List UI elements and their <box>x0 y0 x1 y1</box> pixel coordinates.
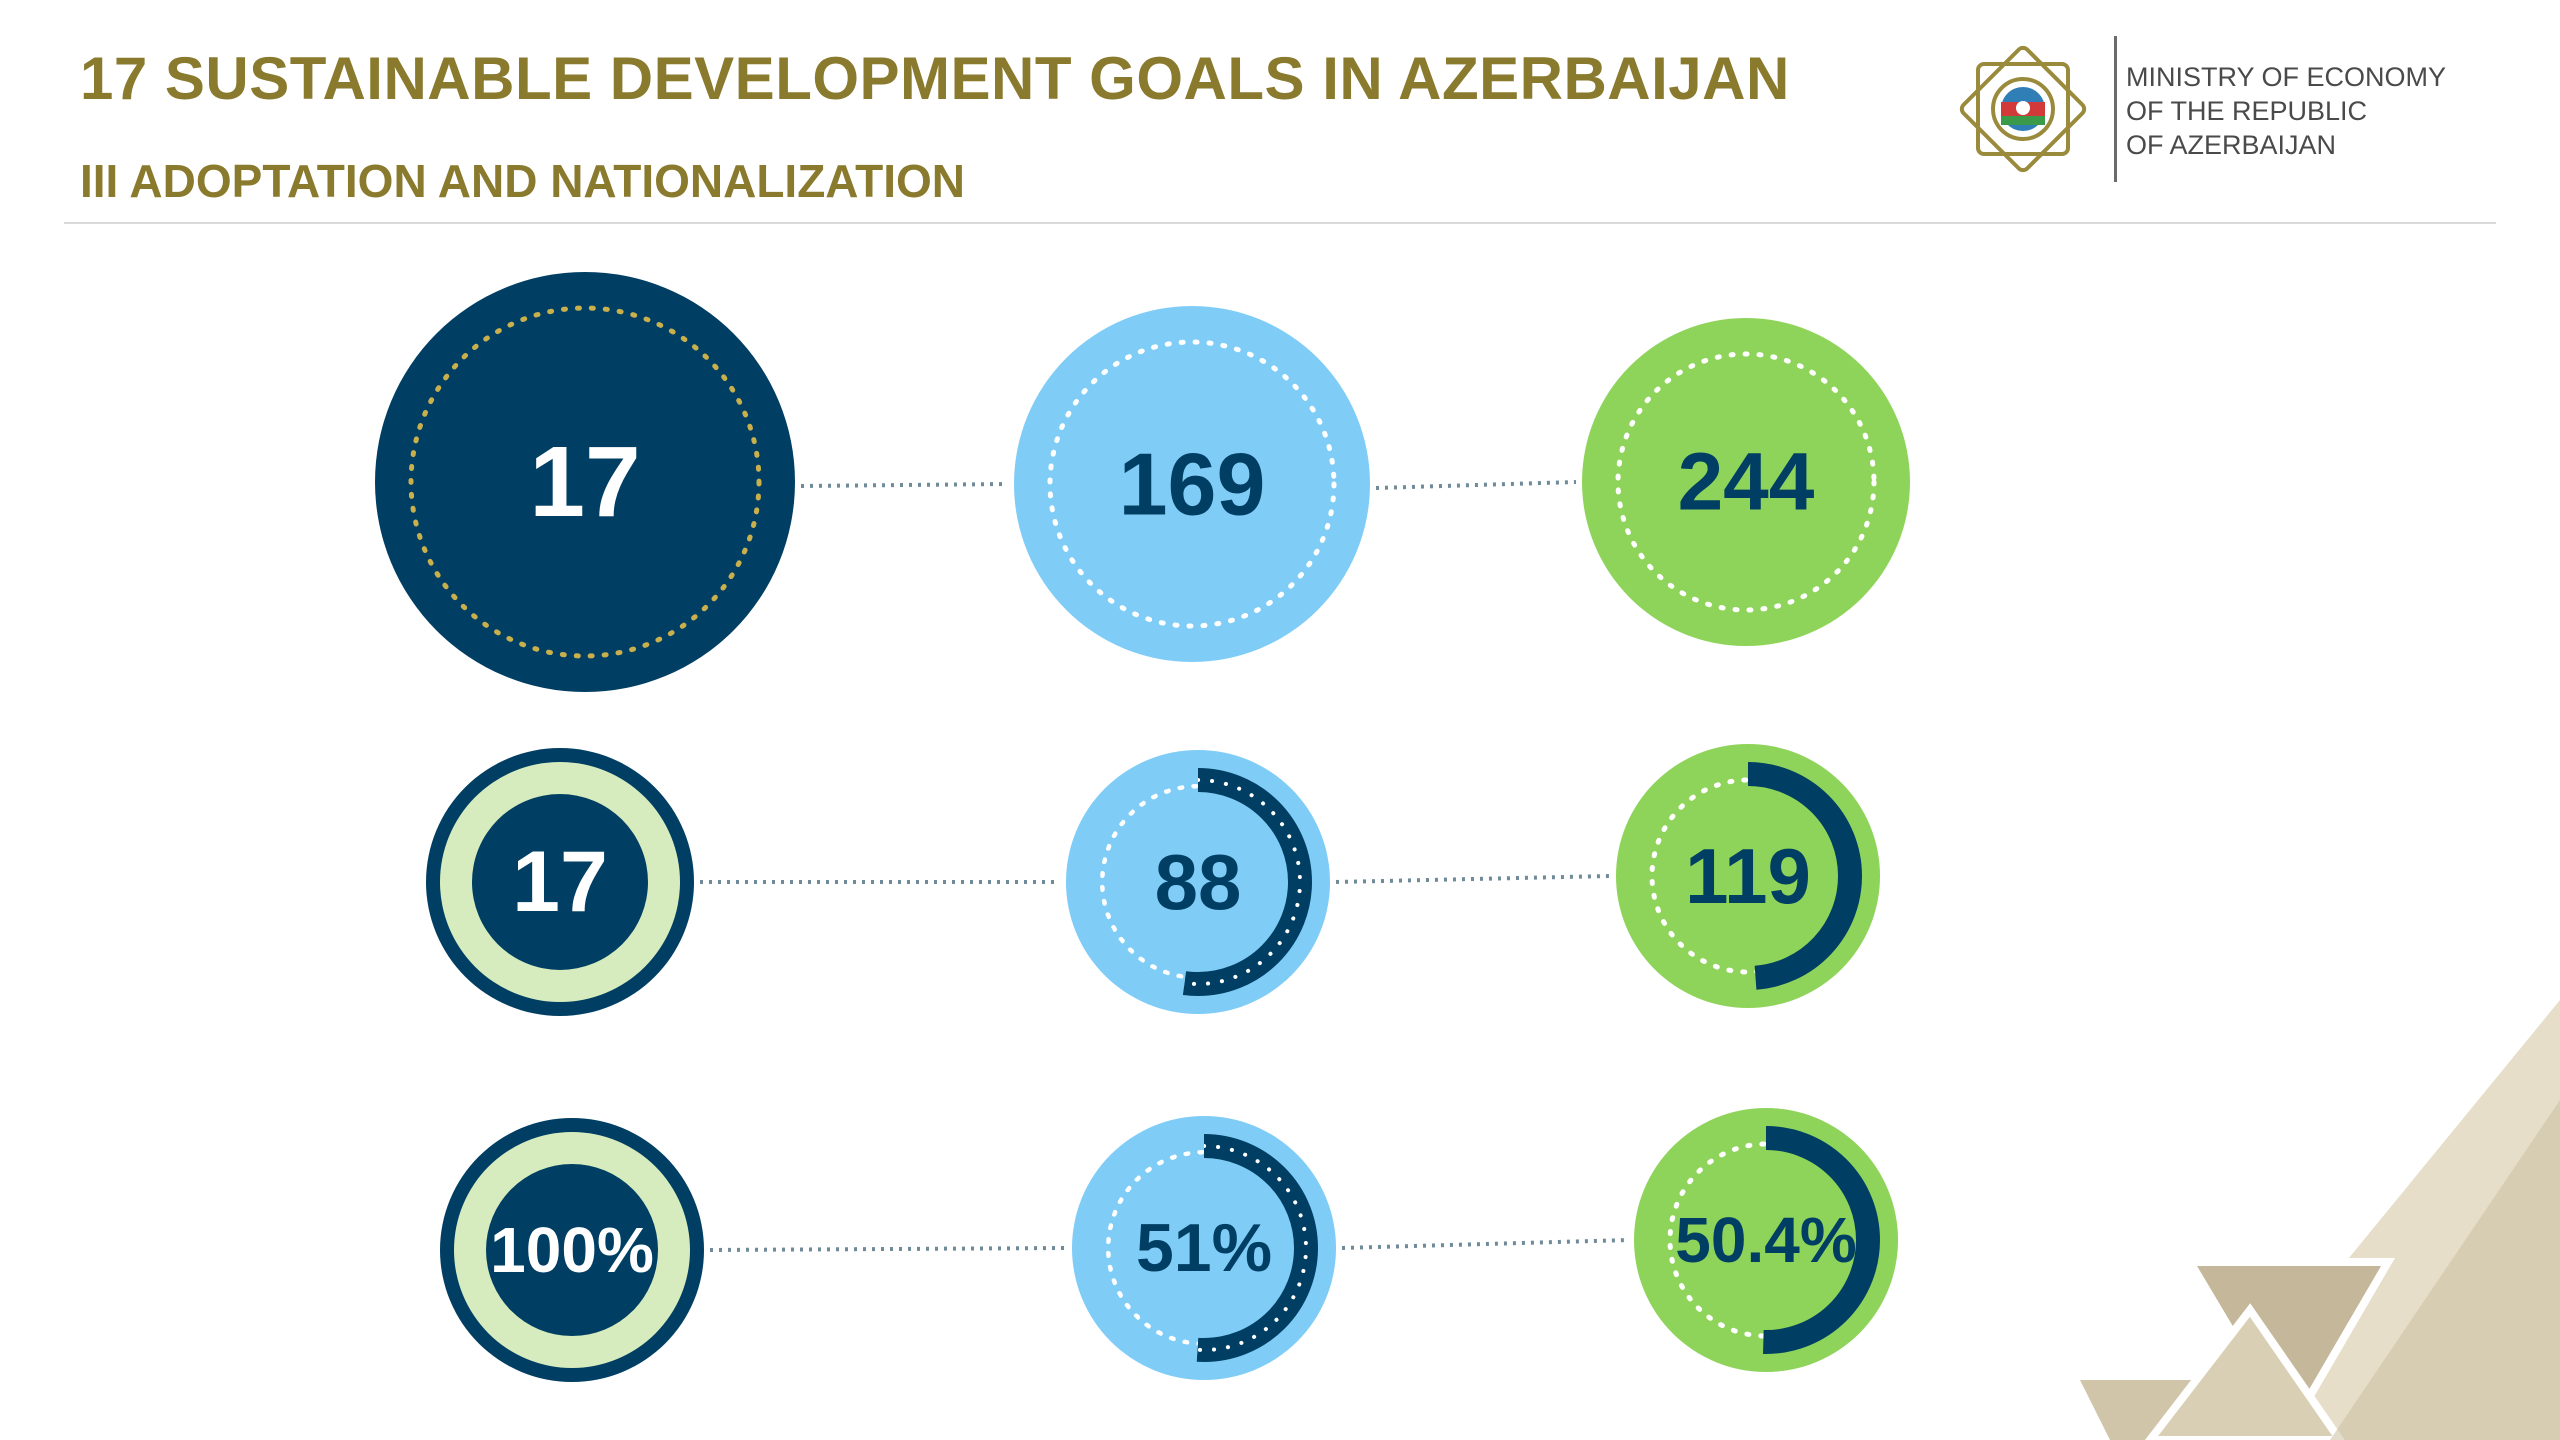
circle-value: 169 <box>1119 435 1266 534</box>
connector-line <box>1375 480 1577 490</box>
ministry-line-1: MINISTRY OF ECONOMY <box>2126 62 2447 92</box>
ministry-line-3: OF AZERBAIJAN <box>2126 130 2337 160</box>
progress-arc <box>1634 762 1862 990</box>
dotted-ring <box>1615 351 1877 613</box>
ministry-emblem-icon <box>1959 45 2087 173</box>
circle-core <box>486 1164 658 1336</box>
progress-arc-mask <box>1092 776 1304 988</box>
dotted-ring <box>1047 339 1337 629</box>
circle-green <box>1582 318 1910 646</box>
progress-arc <box>1652 1126 1880 1354</box>
decor-triangle-small <box>2144 1303 2345 1440</box>
connector-line <box>800 482 1009 488</box>
logo-divider <box>2114 36 2117 182</box>
circle-core <box>472 794 648 970</box>
header-divider <box>64 222 2496 224</box>
dotted-ring <box>408 305 762 659</box>
circle-value: 50.4% <box>1675 1204 1856 1276</box>
connector-line <box>1341 1238 1629 1250</box>
circle-value: 17 <box>529 426 640 538</box>
circle-value: 119 <box>1685 832 1811 920</box>
ministry-line-2: OF THE REPUBLIC <box>2126 96 2368 126</box>
circle-value: 100% <box>490 1214 654 1286</box>
circle-value: 51% <box>1136 1210 1272 1286</box>
ministry-name: MINISTRY OF ECONOMY OF THE REPUBLIC OF A… <box>2126 60 2446 162</box>
circle-blue <box>1014 306 1370 662</box>
decor-triangle-right <box>2330 1100 2560 1440</box>
circle-value: 244 <box>1678 437 1815 528</box>
circle-navy <box>375 272 795 692</box>
connector-line <box>709 1246 1067 1252</box>
connector-line <box>1335 874 1611 884</box>
circle-value: 88 <box>1155 838 1242 926</box>
page-title: 17 SUSTAINABLE DEVELOPMENT GOALS IN AZER… <box>80 45 1790 112</box>
page-subtitle: III ADOPTATION AND NATIONALIZATION <box>80 155 965 207</box>
circle-value: 17 <box>512 834 608 930</box>
progress-arc-mask <box>1098 1142 1310 1354</box>
